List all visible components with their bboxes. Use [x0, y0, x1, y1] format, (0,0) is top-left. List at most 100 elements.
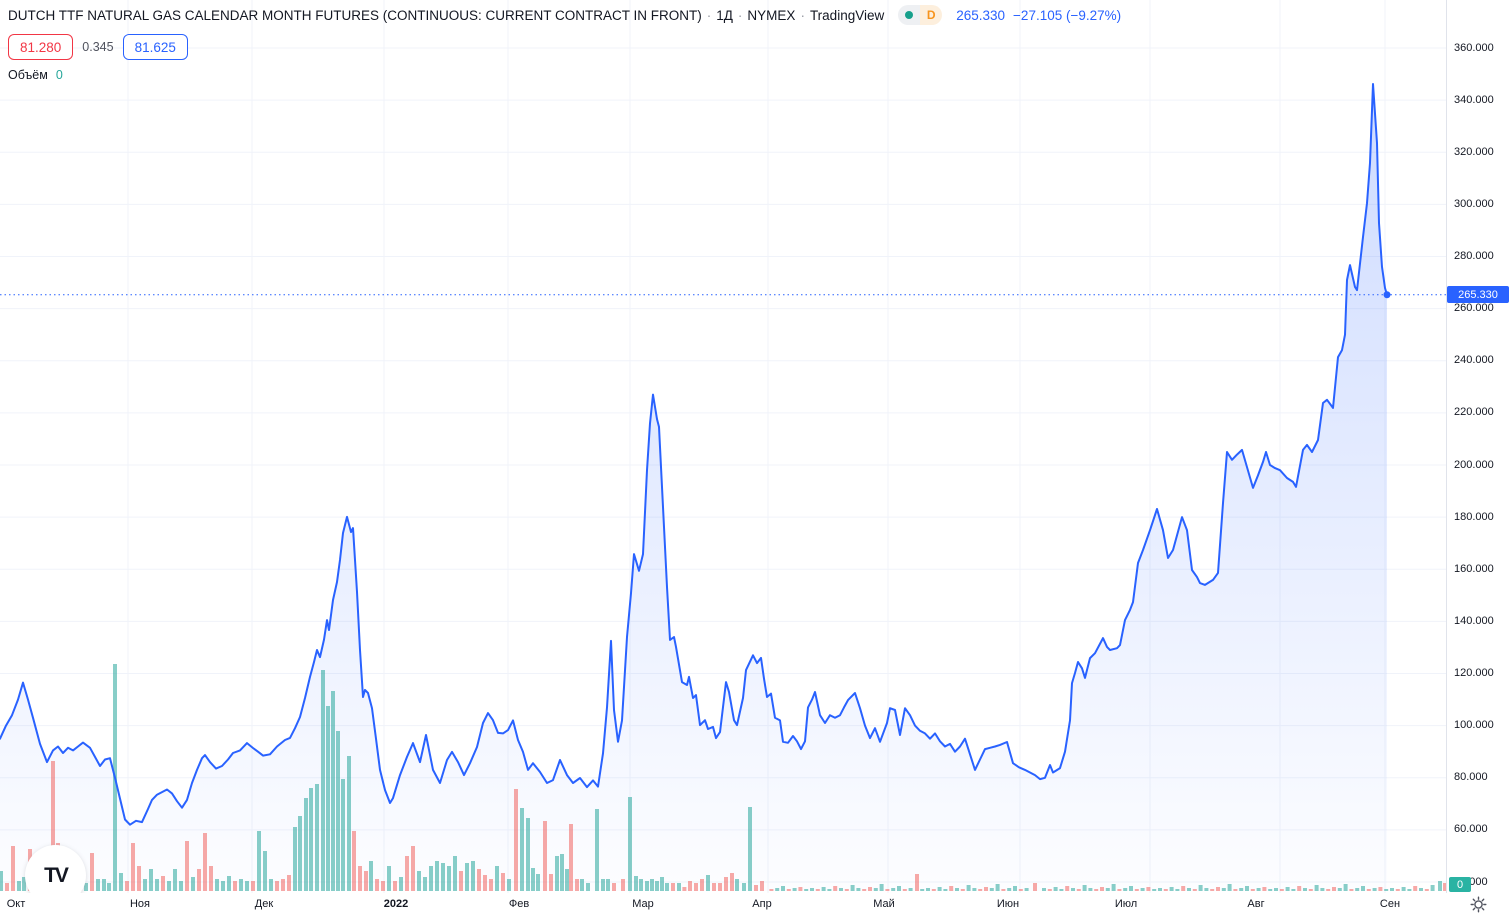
- gear-icon[interactable]: [1470, 896, 1487, 913]
- volume-bar: [634, 876, 638, 891]
- volume-bar: [321, 670, 325, 891]
- price-tick-label: 60.000: [1454, 823, 1488, 836]
- volume-bar: [417, 871, 421, 891]
- volume-bar: [718, 883, 722, 891]
- volume-bar: [943, 889, 948, 891]
- volume-bar: [347, 756, 351, 891]
- volume-bar: [1337, 888, 1342, 891]
- volume-bar: [1279, 889, 1284, 891]
- volume-bar: [1140, 888, 1145, 891]
- volume-bar: [960, 889, 965, 891]
- volume-bar: [742, 883, 746, 891]
- volume-bar: [215, 879, 219, 891]
- volume-bar: [798, 887, 803, 891]
- volume-bar: [1303, 888, 1307, 891]
- volume-bar: [1430, 885, 1435, 891]
- volume-bar: [1343, 884, 1348, 891]
- volume-bar: [671, 883, 675, 891]
- volume-bar: [1181, 886, 1186, 891]
- volume-bar: [621, 879, 625, 891]
- volume-bar: [712, 883, 716, 891]
- volume-bar: [137, 866, 141, 891]
- volume-bar: [1198, 885, 1203, 891]
- interval-label[interactable]: 1Д: [716, 7, 733, 23]
- volume-bar: [1204, 888, 1209, 891]
- volume-bar: [298, 816, 302, 891]
- volume-bar: [381, 881, 385, 891]
- volume-label[interactable]: Объём: [8, 68, 48, 82]
- volume-bar: [293, 827, 297, 891]
- volume-bar: [1088, 888, 1093, 891]
- price-tick-label: 180.000: [1454, 510, 1494, 523]
- platform-label[interactable]: TradingView: [809, 7, 885, 23]
- volume-bar: [227, 876, 231, 891]
- volume-bar: [1018, 889, 1023, 891]
- volume-bar: [203, 833, 207, 891]
- time-tick-label: Окт: [6, 898, 26, 910]
- time-scale-axis[interactable]: Окт Ноя Дек 2022 Фев Мар Апр Май Июн Июл Авг Сен: [0, 893, 1447, 916]
- price-tick-label: 160.000: [1454, 562, 1494, 575]
- volume-axis-label: 0: [1449, 877, 1471, 892]
- volume-bar: [601, 879, 605, 891]
- volume-bar: [677, 883, 681, 891]
- volume-bar: [1216, 887, 1220, 891]
- volume-bar: [989, 888, 994, 891]
- area-fill: [0, 84, 1387, 891]
- sell-button[interactable]: 81.280: [8, 34, 74, 60]
- volume-bar: [1262, 887, 1267, 891]
- volume-bar: [489, 879, 493, 891]
- volume-bar: [514, 789, 518, 891]
- volume-bar: [580, 879, 584, 891]
- volume-bar: [1250, 889, 1255, 891]
- current-price-axis-label: 265.330: [1447, 286, 1509, 304]
- volume-bar: [955, 888, 959, 891]
- scale-settings-corner[interactable]: [1447, 893, 1509, 916]
- price-tick-label: 240.000: [1454, 354, 1494, 367]
- volume-bar: [17, 881, 21, 891]
- volume-bar: [694, 883, 698, 891]
- volume-bar: [660, 877, 664, 891]
- volume-bar: [1047, 889, 1052, 891]
- volume-bar: [1355, 888, 1360, 891]
- volume-bar: [441, 863, 445, 891]
- symbol-title[interactable]: DUTCH TTF NATURAL GAS CALENDAR MONTH FUT…: [8, 7, 702, 23]
- volume-bar: [891, 888, 896, 891]
- chart-legend: DUTCH TTF NATURAL GAS CALENDAR MONTH FUT…: [8, 5, 1121, 82]
- volume-bar: [125, 881, 129, 891]
- price-line-series: [0, 83, 1388, 826]
- volume-bar: [369, 861, 373, 891]
- volume-bar: [984, 887, 988, 891]
- volume-bar: [1366, 889, 1371, 891]
- volume-bar: [897, 886, 901, 891]
- volume-bar: [966, 885, 971, 891]
- time-tick-label: Июл: [1114, 898, 1138, 910]
- separator-dot: ·: [800, 7, 805, 23]
- volume-bar: [179, 881, 183, 891]
- volume-bar: [769, 889, 774, 891]
- price-tick-label: 140.000: [1454, 614, 1494, 627]
- volume-bar: [833, 886, 838, 891]
- volume-bar: [995, 884, 1000, 891]
- volume-bar: [423, 877, 427, 891]
- volume-row: Объём 0: [8, 68, 1121, 82]
- volume-bar: [309, 788, 313, 891]
- price-tick-label: 320.000: [1454, 145, 1494, 158]
- volume-bar: [221, 881, 225, 891]
- volume-bar: [612, 883, 616, 891]
- volume-bar: [399, 877, 403, 891]
- volume-bar: [920, 889, 925, 891]
- price-tick-label: 120.000: [1454, 667, 1494, 679]
- volume-bar: [586, 883, 590, 891]
- volume-bar: [1111, 884, 1116, 891]
- price-tick-label: 300.000: [1454, 197, 1494, 210]
- exchange-label[interactable]: NYMEX: [747, 7, 796, 23]
- volume-bar: [873, 888, 878, 891]
- volume-bar: [387, 866, 391, 891]
- price-scale-axis[interactable]: 360.000 340.000 320.000 300.000 280.000 260.0…: [1446, 0, 1509, 893]
- market-status-badge[interactable]: D: [898, 5, 943, 25]
- price-chart-pane[interactable]: [0, 0, 1447, 893]
- buy-button[interactable]: 81.625: [122, 34, 188, 60]
- volume-bar: [143, 879, 147, 891]
- volume-bar: [1349, 889, 1354, 891]
- volume-bar: [341, 779, 345, 891]
